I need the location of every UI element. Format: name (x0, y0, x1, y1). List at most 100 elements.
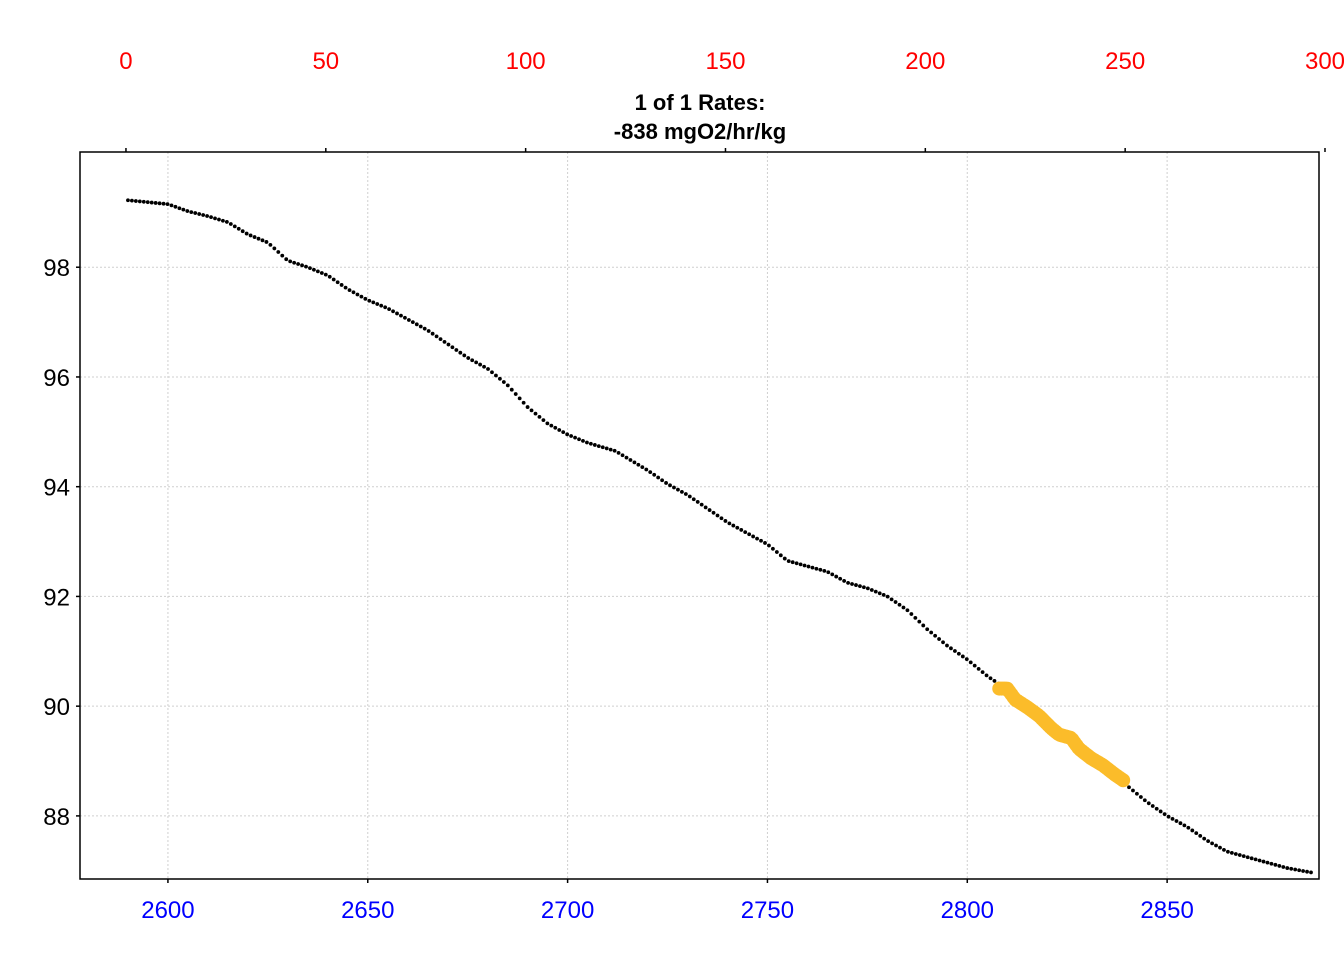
data-point (335, 280, 340, 285)
data-point (719, 516, 724, 521)
data-point (395, 311, 399, 316)
x-top-tick-label: 50 (312, 48, 339, 75)
data-point (877, 591, 882, 596)
data-point (616, 450, 621, 455)
data-point (137, 199, 142, 204)
data-point (735, 525, 740, 530)
data-point (284, 257, 289, 262)
data-point (778, 553, 783, 558)
data-point (838, 576, 843, 581)
data-point (1186, 825, 1191, 830)
data-point (494, 373, 498, 378)
data-point (501, 380, 506, 384)
data-point (355, 292, 360, 297)
data-point (446, 342, 451, 347)
data-point (462, 353, 467, 358)
data-point (221, 218, 225, 223)
data-point (315, 269, 320, 274)
data-point (964, 657, 969, 662)
data-point (422, 326, 427, 331)
data-point (960, 654, 965, 659)
data-point (145, 200, 150, 205)
data-point (304, 264, 308, 269)
data-point (217, 217, 221, 222)
data-point (312, 267, 316, 272)
data-point (1206, 839, 1211, 844)
data-point (525, 405, 530, 409)
x-bottom-tick-label: 2650 (341, 897, 394, 924)
data-point (889, 597, 894, 602)
data-point (264, 240, 269, 244)
data-point (323, 272, 328, 277)
x-top-tick-label: 300 (1305, 48, 1344, 75)
x-bottom-tick-label: 2850 (1140, 897, 1193, 924)
data-point (865, 586, 870, 591)
data-point (213, 216, 217, 221)
data-point (252, 235, 257, 239)
data-point (885, 594, 890, 599)
data-point (260, 238, 265, 243)
data-point (189, 210, 194, 214)
data-point (383, 305, 388, 310)
data-point (945, 643, 949, 648)
data-point (517, 396, 522, 401)
data-point (703, 505, 708, 510)
data-point (169, 203, 174, 208)
data-point (331, 277, 336, 282)
data-point (1178, 821, 1183, 826)
data-point (426, 329, 431, 333)
data-point (497, 376, 502, 381)
data-point (802, 563, 807, 568)
data-point (458, 350, 463, 355)
data-point (573, 435, 577, 440)
data-point (327, 274, 332, 279)
data-point (553, 425, 558, 430)
data-point (774, 550, 779, 554)
data-point (834, 574, 839, 579)
data-point (739, 528, 744, 532)
data-point (1237, 853, 1242, 857)
data-point (232, 224, 237, 229)
data-point (691, 497, 696, 502)
data-point (533, 411, 538, 416)
data-point (1301, 869, 1305, 873)
data-point (1162, 812, 1167, 817)
data-point (256, 236, 261, 241)
data-point (343, 285, 348, 290)
data-point (715, 513, 720, 518)
data-point (588, 441, 593, 446)
data-point (1257, 858, 1262, 863)
data-point (648, 470, 653, 474)
data-point (628, 458, 633, 462)
data-point (893, 600, 898, 604)
data-point (660, 478, 665, 483)
data-point (731, 523, 736, 528)
data-point (521, 400, 526, 405)
data-point (244, 231, 249, 236)
data-point (632, 460, 637, 465)
data-point (1210, 841, 1214, 846)
data-point (205, 214, 209, 218)
data-point (454, 348, 459, 352)
axis-ticks (76, 148, 1326, 883)
data-point (1233, 852, 1238, 856)
data-point (1154, 806, 1159, 811)
data-point (161, 201, 166, 206)
data-point (319, 271, 324, 275)
data-point (743, 530, 748, 534)
data-point (367, 298, 372, 303)
data-point (992, 679, 997, 683)
data-point (450, 345, 455, 350)
data-point (1269, 861, 1274, 866)
data-point (1273, 862, 1278, 867)
data-point (1277, 864, 1282, 868)
data-point (1182, 823, 1187, 828)
data-point (268, 242, 273, 247)
data-point (1135, 791, 1139, 796)
x-bottom-tick-label: 2600 (141, 897, 194, 924)
data-point (668, 483, 672, 488)
data-point (181, 207, 186, 212)
data-point (810, 565, 815, 570)
data-point (490, 370, 494, 375)
data-point (1214, 843, 1218, 848)
